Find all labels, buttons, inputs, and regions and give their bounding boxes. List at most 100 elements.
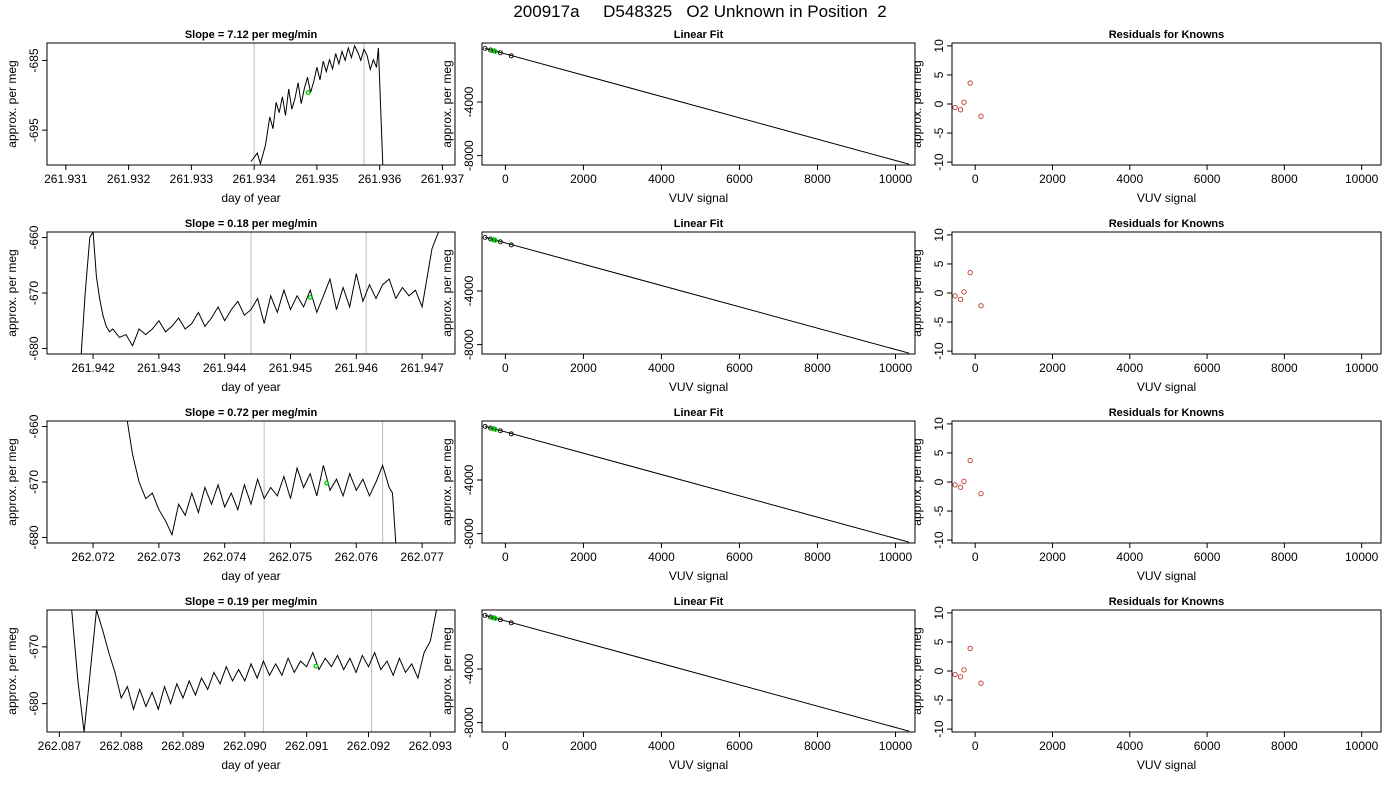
known-point <box>482 423 488 429</box>
x-tick-label: 262.092 <box>347 739 391 753</box>
y-tick-label: 5 <box>932 71 946 78</box>
x-tick-label: 10000 <box>879 172 913 186</box>
chart-panel-9: 0 2000 4000 6000 8000 10000 10 5 0 -5 -10 Residuals… <box>910 407 1382 583</box>
plot-frame <box>46 420 456 544</box>
y-tick-label: -5 <box>932 505 946 516</box>
known-point <box>508 620 514 626</box>
plot-frame <box>951 42 1382 166</box>
y-tick-label: -680 <box>27 525 41 549</box>
x-tick-label: 262.074 <box>203 550 247 564</box>
y-tick-label: 0 <box>932 667 946 674</box>
plot-frame <box>46 42 456 166</box>
y-tick-label: -8000 <box>462 518 476 549</box>
x-tick-label: 0 <box>972 550 979 564</box>
panel-title: Slope = 7.12 per meg/min <box>185 29 318 41</box>
x-tick-label: 0 <box>972 172 979 186</box>
x-axis-label: VUV signal <box>669 758 728 772</box>
x-tick-label: 0 <box>972 361 979 375</box>
residual-point <box>952 293 958 299</box>
y-axis-label: approx. per meg <box>440 249 454 336</box>
x-tick-label: 262.087 <box>38 739 82 753</box>
x-tick-label: 0 <box>502 550 509 564</box>
plot-frame <box>46 609 456 733</box>
x-tick-label: 0 <box>972 739 979 753</box>
x-tick-label: 262.073 <box>137 550 181 564</box>
x-tick-label: 2000 <box>570 172 597 186</box>
residual-point <box>957 296 964 303</box>
residual-point <box>957 674 964 680</box>
x-tick-label: 261.932 <box>107 172 151 186</box>
x-axis-label: day of year <box>221 380 280 394</box>
y-tick-label: 5 <box>932 260 946 267</box>
x-tick-label: 4000 <box>1116 550 1143 564</box>
y-tick-label: -8000 <box>462 329 476 360</box>
panel-title: Linear Fit <box>674 29 724 41</box>
plot-area <box>482 612 910 732</box>
x-tick-label: 8000 <box>804 550 831 564</box>
residual-point <box>978 490 984 497</box>
known-point <box>497 428 503 434</box>
panel-title: Residuals for Knowns <box>1109 218 1225 230</box>
y-axis-label: approx. per meg <box>5 249 19 336</box>
trace-line <box>126 421 397 543</box>
y-axis-label: approx. per meg <box>440 438 454 525</box>
y-tick-label: -670 <box>27 470 41 494</box>
residual-point <box>952 482 958 488</box>
residual-point <box>957 484 964 490</box>
highlight-point <box>324 480 330 486</box>
residual-point <box>952 104 958 111</box>
x-tick-label: 262.091 <box>285 739 329 753</box>
y-tick-label: -5 <box>932 127 946 138</box>
x-tick-label: 262.077 <box>400 550 444 564</box>
x-tick-label: 261.944 <box>203 361 247 375</box>
x-axis-label: day of year <box>221 191 280 205</box>
y-tick-label: -5 <box>932 316 946 327</box>
y-tick-label: -8000 <box>462 140 476 171</box>
fit-line <box>484 236 910 354</box>
highlight-point <box>492 426 498 432</box>
x-tick-label: 2000 <box>570 361 597 375</box>
plot-area <box>126 421 397 543</box>
y-tick-label: 5 <box>932 638 946 645</box>
y-tick-label: -4000 <box>462 86 476 117</box>
chart-panel-11: 0 2000 4000 6000 8000 10000 -4000 -8000 Linear F… <box>440 596 916 772</box>
y-tick-label: -4000 <box>462 653 476 684</box>
y-tick-label: 10 <box>932 228 946 242</box>
x-tick-label: 8000 <box>1271 739 1298 753</box>
y-axis-label: approx. per meg <box>910 627 924 714</box>
x-tick-label: 2000 <box>570 550 597 564</box>
x-tick-label: 261.943 <box>137 361 181 375</box>
x-tick-label: 261.946 <box>335 361 379 375</box>
y-tick-label: 0 <box>932 100 946 107</box>
x-tick-label: 262.088 <box>99 739 143 753</box>
residual-point <box>978 680 984 686</box>
x-axis-label: VUV signal <box>669 380 728 394</box>
plot-frame <box>481 231 916 355</box>
y-axis-label: approx. per meg <box>5 438 19 525</box>
y-tick-label: -10 <box>932 531 946 549</box>
chart-panel-3: 0 2000 4000 6000 8000 10000 10 5 0 -5 -10 Residuals… <box>910 29 1382 205</box>
plot-frame <box>951 420 1382 544</box>
y-tick-label: -10 <box>932 342 946 360</box>
chart-panel-1: 261.931 261.932 261.933 261.934 261.935 261.9… <box>5 29 464 205</box>
x-tick-label: 261.935 <box>295 172 339 186</box>
x-axis-label: VUV signal <box>1137 191 1196 205</box>
x-tick-label: 261.934 <box>232 172 276 186</box>
panel-title: Linear Fit <box>674 596 724 608</box>
x-tick-label: 0 <box>502 172 509 186</box>
trace-line <box>80 232 439 354</box>
x-tick-label: 262.089 <box>161 739 205 753</box>
plot-area <box>482 234 910 354</box>
x-tick-label: 10000 <box>1345 172 1379 186</box>
x-tick-label: 2000 <box>1039 739 1066 753</box>
y-axis-label: approx. per meg <box>440 60 454 147</box>
plot-area <box>71 610 437 732</box>
plot-area <box>952 80 984 119</box>
x-tick-label: 8000 <box>804 739 831 753</box>
residual-point <box>967 270 973 276</box>
y-axis-label: approx. per meg <box>910 60 924 147</box>
x-tick-label: 10000 <box>879 361 913 375</box>
x-tick-label: 4000 <box>648 739 675 753</box>
plot-frame <box>481 609 916 733</box>
x-tick-label: 2000 <box>570 739 597 753</box>
